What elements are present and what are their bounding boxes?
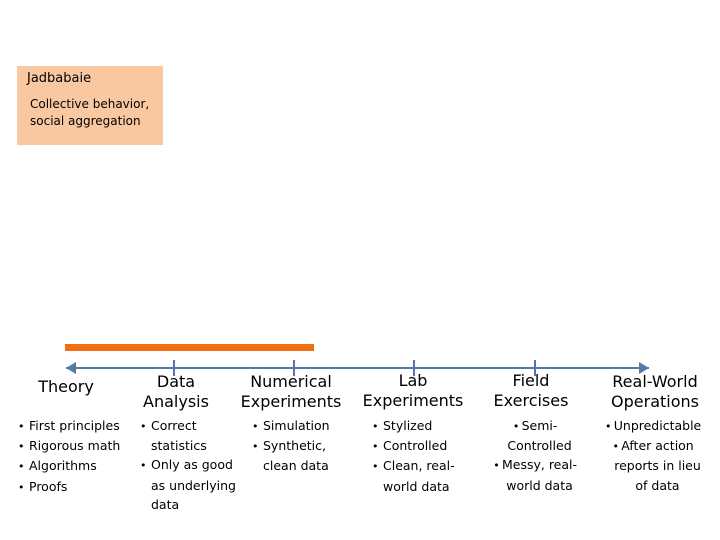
bullet-item: Semi-Controlled <box>489 416 579 455</box>
bullet-item: Controlled <box>372 436 460 456</box>
coverage-range-bar <box>65 344 314 351</box>
column-title-numerical-experiments: Numerical Experiments <box>240 372 342 411</box>
bullet-item: Only as good as underlying data <box>140 455 240 514</box>
axis-arrow-left <box>66 362 76 374</box>
bullet-item: Algorithms <box>18 456 130 476</box>
bullets-data-analysis: Correct statistics Only as good as under… <box>140 416 240 514</box>
column-title-theory: Theory <box>38 377 94 396</box>
bullets-real-world-operations: Unpredictable After action reports in li… <box>596 416 708 495</box>
column-title-lab-experiments: Lab Experiments <box>362 371 464 410</box>
bullets-field-exercises: Semi-Controlled Messy, real-world data <box>489 416 579 495</box>
column-title-data-analysis: Data Analysis <box>143 372 209 411</box>
bullets-numerical-experiments: Simulation Synthetic, clean data <box>252 416 336 476</box>
bullet-item: Rigorous math <box>18 436 130 456</box>
researcher-box: Jadbabaie Collective behavior, social ag… <box>17 66 163 145</box>
bullet-item: First principles <box>18 416 130 436</box>
bullet-item: Messy, real-world data <box>489 455 579 494</box>
researcher-topic: Collective behavior, social aggregation <box>30 97 150 128</box>
bullet-item: Proofs <box>18 477 130 497</box>
bullets-theory: First principles Rigorous math Algorithm… <box>18 416 130 497</box>
bullet-item: Synthetic, clean data <box>252 436 336 475</box>
bullet-item: Stylized <box>372 416 460 436</box>
bullet-item: Clean, real-world data <box>372 456 460 495</box>
column-title-real-world-operations: Real-World Operations <box>611 372 699 411</box>
axis-arrow-right <box>639 362 649 374</box>
bullets-lab-experiments: Stylized Controlled Clean, real-world da… <box>372 416 460 496</box>
bullet-item: After action reports in lieu of data <box>596 436 708 495</box>
column-title-field-exercises: Field Exercises <box>493 371 569 410</box>
bullet-item: Correct statistics <box>140 416 240 455</box>
bullet-item: Unpredictable <box>596 416 708 436</box>
researcher-name: Jadbabaie <box>27 71 92 86</box>
bullet-item: Simulation <box>252 416 336 436</box>
